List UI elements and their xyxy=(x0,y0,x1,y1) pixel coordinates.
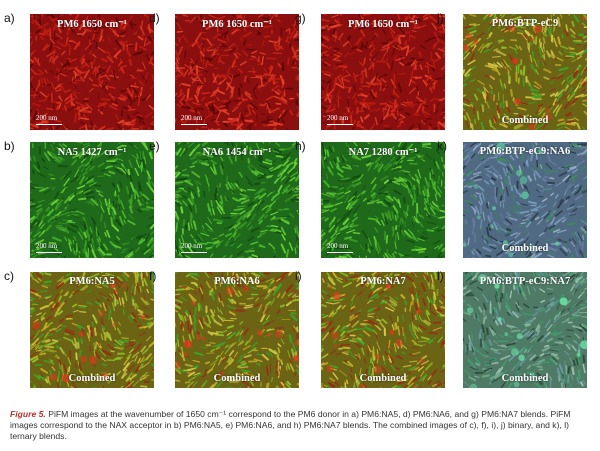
panel-e-scale-bar xyxy=(181,252,207,253)
figure-caption: Figure 5. PiFM images at the wavenumber … xyxy=(10,409,592,442)
panel-d-scale-bar xyxy=(181,124,207,125)
panel-g-scale-text: 200 nm xyxy=(327,114,349,122)
panel-g-scale-bar xyxy=(327,124,353,125)
panel-i: PM6:NA7 Combined xyxy=(321,272,445,388)
panel-l-letter: l) xyxy=(437,269,444,283)
panel-g-image xyxy=(321,14,445,130)
panel-a: PM6 1650 cm⁻¹ 200 nm xyxy=(30,14,154,130)
panel-c: PM6:NA5 Combined xyxy=(30,272,154,388)
caption-text: PiFM images at the wavenumber of 1650 cm… xyxy=(10,409,571,441)
panel-c-image xyxy=(30,272,154,388)
panel-e-image xyxy=(175,142,299,258)
panel-d-title: PM6 1650 cm⁻¹ xyxy=(202,19,272,30)
panel-l-title: PM6:BTP-eC9:NA7 xyxy=(479,276,571,287)
panel-j-combined-label: Combined xyxy=(501,115,549,126)
panel-e-scale-text: 200 nm xyxy=(181,242,203,250)
panel-i-image xyxy=(321,272,445,388)
panel-f-image xyxy=(175,272,299,388)
panel-l-combined-label: Combined xyxy=(501,373,549,384)
panel-g-letter: g) xyxy=(295,11,306,25)
panel-a-letter: a) xyxy=(4,11,15,25)
panel-i-title: PM6:NA7 xyxy=(360,276,406,287)
panel-j: PM6:BTP-eC9 Combined xyxy=(463,14,587,130)
panel-g: PM6 1650 cm⁻¹ 200 nm xyxy=(321,14,445,130)
caption-label: Figure 5. xyxy=(10,409,46,419)
panel-b: NA5 1427 cm⁻¹ 200 nm xyxy=(30,142,154,258)
panel-b-scale-text: 200 nm xyxy=(36,242,58,250)
panel-l: PM6:BTP-eC9:NA7 Combined xyxy=(463,272,587,388)
panel-e-title: NA6 1454 cm⁻¹ xyxy=(202,147,272,158)
panel-d-scale-text: 200 nm xyxy=(181,114,203,122)
panel-h-scale-text: 200 nm xyxy=(327,242,349,250)
panel-e: NA6 1454 cm⁻¹ 200 nm xyxy=(175,142,299,258)
panel-j-letter: j) xyxy=(437,11,444,25)
panel-a-image xyxy=(30,14,154,130)
panel-h-image xyxy=(321,142,445,258)
panel-j-image xyxy=(463,14,587,130)
panel-b-letter: b) xyxy=(4,139,15,153)
panel-f-combined-label: Combined xyxy=(213,373,261,384)
panel-d-image xyxy=(175,14,299,130)
panel-k-letter: k) xyxy=(437,139,447,153)
panel-a-scale-bar xyxy=(36,124,62,125)
panel-c-combined-label: Combined xyxy=(68,373,116,384)
panel-h-scale-bar xyxy=(327,252,353,253)
panel-h: NA7 1280 cm⁻¹ 200 nm xyxy=(321,142,445,258)
panel-f-letter: f) xyxy=(149,269,157,283)
panel-k-combined-label: Combined xyxy=(501,243,549,254)
panel-c-title: PM6:NA5 xyxy=(69,276,115,287)
panel-e-letter: e) xyxy=(149,139,160,153)
panel-i-combined-label: Combined xyxy=(359,373,407,384)
panel-h-title: NA7 1280 cm⁻¹ xyxy=(348,147,418,158)
panel-b-image xyxy=(30,142,154,258)
panel-d: PM6 1650 cm⁻¹ 200 nm xyxy=(175,14,299,130)
panel-b-title: NA5 1427 cm⁻¹ xyxy=(57,147,127,158)
panel-k-title: PM6:BTP-eC9:NA6 xyxy=(479,146,571,157)
panel-g-title: PM6 1650 cm⁻¹ xyxy=(348,19,418,30)
panel-h-letter: h) xyxy=(295,139,306,153)
panel-a-scale-text: 200 nm xyxy=(36,114,58,122)
panel-b-scale-bar xyxy=(36,252,62,253)
panel-a-title: PM6 1650 cm⁻¹ xyxy=(57,19,127,30)
panel-k: PM6:BTP-eC9:NA6 Combined xyxy=(463,142,587,258)
panel-i-letter: i) xyxy=(295,269,302,283)
panel-f-title: PM6:NA6 xyxy=(214,276,260,287)
panel-j-title: PM6:BTP-eC9 xyxy=(491,18,559,29)
panel-f: PM6:NA6 Combined xyxy=(175,272,299,388)
panel-k-image xyxy=(463,142,587,258)
panel-d-letter: d) xyxy=(149,11,160,25)
panel-l-image xyxy=(463,272,587,388)
panel-c-letter: c) xyxy=(4,269,14,283)
